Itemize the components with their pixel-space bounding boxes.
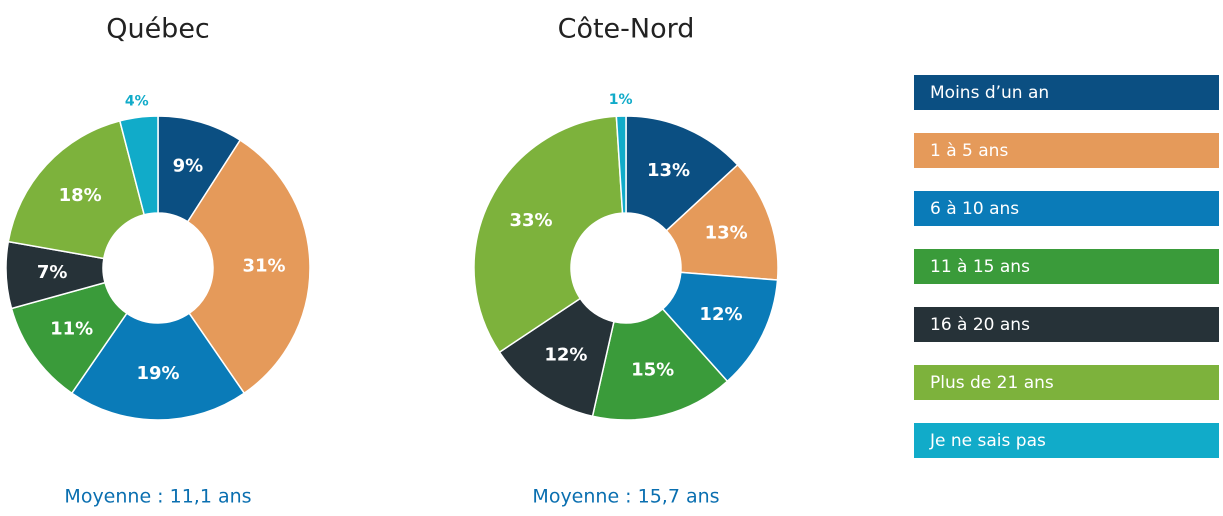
data-label: 18% (59, 185, 102, 206)
donut-slice (118, 115, 159, 216)
donut-slice (7, 119, 146, 260)
legend-swatch (914, 307, 1219, 342)
data-label: 33% (509, 210, 552, 231)
legend-label: Moins d’un an (930, 83, 1049, 103)
donut-slice (665, 163, 779, 281)
legend-label: 11 à 15 ans (930, 257, 1030, 277)
data-label: 12% (544, 344, 587, 365)
legend-swatch (914, 75, 1219, 110)
legend-label: 1 à 5 ans (930, 141, 1008, 161)
average-note: Moyenne : 11,1 ans (64, 486, 251, 508)
legend-swatch (914, 249, 1219, 284)
donut-slice (615, 115, 627, 214)
data-label: 11% (50, 318, 93, 339)
data-label: 13% (705, 222, 748, 243)
legend-label: Plus de 21 ans (930, 373, 1054, 393)
data-label: 1% (609, 92, 633, 108)
donut-slice (473, 115, 624, 354)
chart-title: Côte-Nord (558, 14, 695, 45)
donut-slice (186, 139, 311, 395)
chart-title: Québec (106, 14, 210, 45)
legend-label: 6 à 10 ans (930, 199, 1019, 219)
donut-slice (591, 307, 729, 421)
donut-slice (70, 312, 246, 421)
legend-label: 16 à 20 ans (930, 315, 1030, 335)
donut-slice (661, 271, 779, 383)
donut-slice (625, 115, 739, 232)
legend-swatch (914, 365, 1219, 400)
legend-swatch (914, 423, 1219, 458)
average-note: Moyenne : 15,7 ans (532, 486, 719, 508)
legend-swatch (914, 133, 1219, 168)
donut-slice (498, 297, 615, 418)
data-label: 13% (647, 160, 690, 181)
data-label: 12% (699, 304, 742, 325)
legend-label: Je ne sais pas (929, 431, 1046, 451)
legend-swatch (914, 191, 1219, 226)
data-label: 7% (37, 262, 68, 283)
data-label: 31% (242, 255, 285, 276)
data-label: 4% (125, 93, 149, 109)
data-label: 9% (173, 155, 204, 176)
data-label: 15% (631, 360, 674, 381)
data-label: 19% (136, 363, 179, 384)
